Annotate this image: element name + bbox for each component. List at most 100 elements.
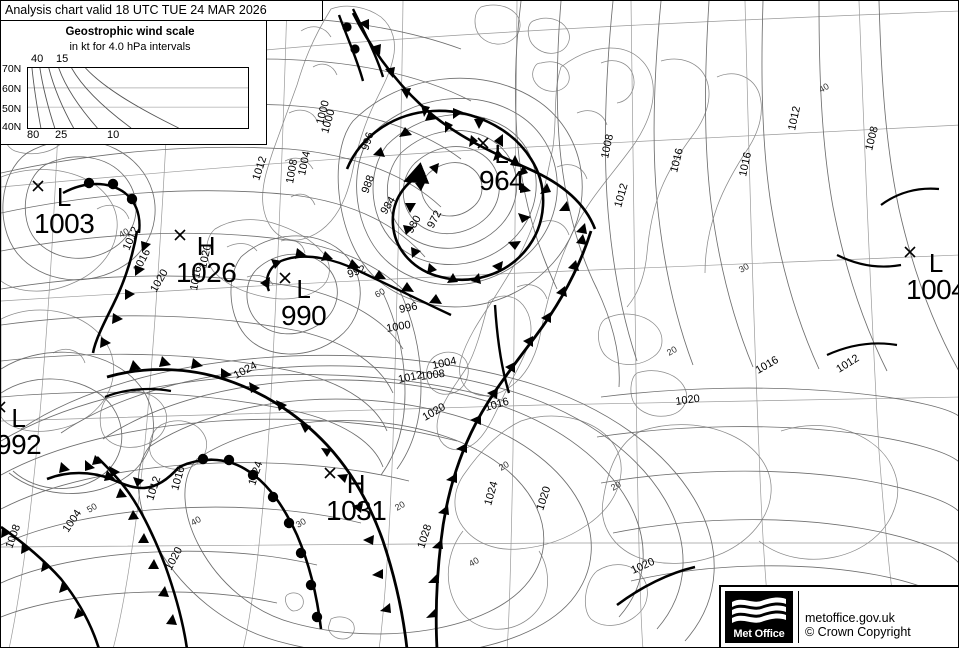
isobar-label: 1012 xyxy=(612,182,630,209)
centre-value: 964 xyxy=(479,165,525,196)
pressure-centre-h-1031: H 1031 xyxy=(326,469,387,526)
chart-title-box: Analysis chart valid 18 UTC TUE 24 MAR 2… xyxy=(1,1,323,21)
isobar-label: 1016 xyxy=(668,147,686,174)
trough-scandinavia xyxy=(493,304,511,394)
met-office-logo-mark: Met Office xyxy=(725,591,793,643)
wind-scale-lat-60n: 60N xyxy=(2,83,22,95)
pressure-centre-l-1003: L 1003 xyxy=(34,184,95,239)
centre-cross-964 xyxy=(477,137,489,149)
wind-speed-label: 50 xyxy=(85,501,99,515)
trough-arctic xyxy=(351,8,385,78)
isobar-value-labels: 9729809849889929969961000100010041004100… xyxy=(4,99,881,577)
isobar-label: 1000 xyxy=(314,99,332,126)
trough-baltic xyxy=(826,342,898,357)
centre-type: L xyxy=(928,248,944,278)
trough-europe-se xyxy=(616,565,696,607)
wave-icon xyxy=(732,597,786,623)
isobar-label: 996 xyxy=(359,131,376,152)
centre-value: 1026 xyxy=(176,257,237,288)
centre-type: L xyxy=(296,274,311,304)
isobar-label: 992 xyxy=(346,263,367,281)
cold-front-l992 xyxy=(96,456,189,647)
wind-scale-grid xyxy=(27,67,249,129)
centre-type: H xyxy=(196,231,216,261)
isobar-label: 1008 xyxy=(420,368,446,383)
isobar-label: 1016 xyxy=(484,396,511,414)
wind-speed-label: 60 xyxy=(373,286,387,300)
isobar-label: 1020 xyxy=(197,243,214,269)
wind-speed-label: 30 xyxy=(294,516,308,530)
wind-speed-label: 20 xyxy=(393,499,407,513)
isobar-label: 1000 xyxy=(385,319,411,335)
isobar-label: 1012 xyxy=(397,369,423,386)
occluded-front-north xyxy=(351,12,597,230)
pressure-centre-l-964: L 964 xyxy=(479,141,525,196)
isobar-label: 1016 xyxy=(131,247,153,274)
wind-speed-label: 40 xyxy=(467,555,481,569)
centre-value: 990 xyxy=(281,300,327,331)
wind-scale-lat-70n: 70N xyxy=(2,63,22,75)
isobar-label: 1024 xyxy=(232,360,259,382)
isobar-label: 984 xyxy=(378,195,398,217)
wind-scale-lat-40n: 40N xyxy=(2,121,22,133)
wind-speed-label: 30 xyxy=(737,261,751,275)
isobar-label: 1008 xyxy=(599,133,616,159)
trough-finland xyxy=(836,254,902,268)
isobar-label: 1020 xyxy=(421,401,448,424)
centre-cross-1004 xyxy=(904,246,916,258)
met-office-text: metoffice.gov.uk © Crown Copyright xyxy=(798,591,958,643)
centre-type: L xyxy=(11,403,26,433)
isobar-label: 1012 xyxy=(144,475,163,502)
met-office-url: metoffice.gov.uk xyxy=(805,611,895,625)
occluded-segment-l992 xyxy=(46,466,180,490)
wind-scale-bot-10: 10 xyxy=(107,129,120,141)
centre-value: 1004 xyxy=(906,274,958,305)
trough-ne-arctic xyxy=(880,187,940,206)
isobar-label: 972 xyxy=(425,209,444,231)
cold-front-uk xyxy=(434,230,593,647)
isobar-label: 1028 xyxy=(415,523,434,550)
wind-speed-label: 40 xyxy=(817,81,831,95)
isobar-label: 1008 xyxy=(863,125,881,152)
centre-value: 992 xyxy=(0,429,42,460)
wind-speed-label: 40 xyxy=(189,514,203,528)
centre-cross-1003 xyxy=(32,180,44,192)
centre-value: 1003 xyxy=(34,208,95,239)
cold-front-sw xyxy=(1,525,100,647)
isobar-label: 1020 xyxy=(675,393,701,408)
isobar-label: 1020 xyxy=(163,545,185,572)
isobar-label: 1004 xyxy=(61,508,85,535)
pressure-centre-l-992: L 992 xyxy=(0,403,42,460)
centre-cross-1026 xyxy=(174,229,186,241)
isobar-label: 988 xyxy=(360,174,378,195)
centre-value: 1031 xyxy=(326,495,387,526)
wind-scale-lat-50n: 50N xyxy=(2,103,22,115)
met-office-logo-box: Met Office metoffice.gov.uk © Crown Copy… xyxy=(719,585,958,647)
wind-scale-bot-25: 25 xyxy=(55,129,68,141)
geostrophic-wind-scale-box: Geostrophic wind scale in kt for 4.0 hPa… xyxy=(1,21,267,145)
isobar-label: 1012 xyxy=(786,105,803,131)
centre-type: H xyxy=(346,469,366,499)
wind-speed-label: 20 xyxy=(609,479,623,493)
wind-speed-label: 20 xyxy=(665,344,679,358)
wind-speed-labels: 60 20 30 40 50 40 40 30 20 20 40 20 xyxy=(85,81,831,569)
isobar-label: 1004 xyxy=(431,355,457,372)
isobar-label: 1012 xyxy=(834,352,861,375)
pressure-centre-h-1026: H 1026 xyxy=(176,231,237,288)
centre-cross-992 xyxy=(1,401,6,413)
wind-speed-label: 20 xyxy=(497,459,511,473)
wind-scale-top-40: 40 xyxy=(31,53,44,65)
isobar-label: 1016 xyxy=(737,151,754,177)
centre-cross-1031 xyxy=(324,467,336,479)
centre-cross-990 xyxy=(279,272,291,284)
isobar-label: 980 xyxy=(404,214,424,236)
pressure-centre-crosses xyxy=(1,137,916,479)
isobar-label: 1020 xyxy=(148,267,171,294)
pressure-centre-l-1004: L1004 xyxy=(906,248,958,305)
page-title: Analysis chart valid 18 UTC TUE 24 MAR 2… xyxy=(5,3,267,17)
copyright-notice: © Crown Copyright xyxy=(805,625,911,639)
occluded-front-l990 xyxy=(265,255,452,317)
wind-scale-top-15: 15 xyxy=(56,53,69,65)
fronts xyxy=(1,8,940,647)
